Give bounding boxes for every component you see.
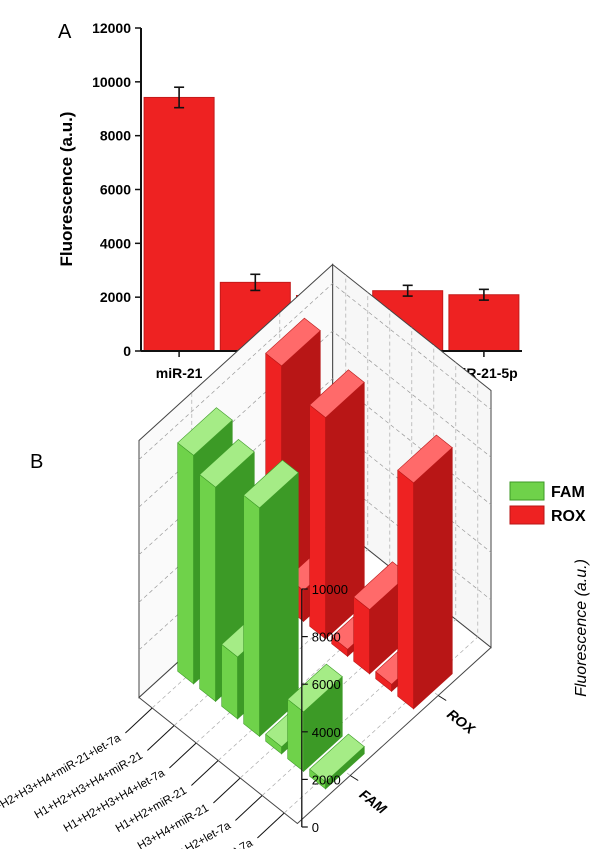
panel-a-y-ticks: 0 2000 4000 6000 8000 10000 12000 (92, 20, 141, 359)
z-tick-label: 6000 (312, 677, 341, 692)
category-tick (213, 777, 241, 804)
rox-bar-top (309, 369, 365, 418)
bar (143, 96, 215, 352)
panel-b-legend: FAM ROX (509, 481, 586, 525)
y-tick-label: 0 (123, 343, 131, 359)
channel-tick (349, 775, 359, 781)
panel-a-label: A (58, 21, 72, 43)
legend-swatch-fam (509, 481, 545, 501)
x-tick-label: miR-21 (156, 365, 203, 381)
rox-bar-top (397, 434, 453, 484)
fam-bar-front (221, 643, 238, 720)
panel-b-z-axis-label: Fluorescence (a.u.) (573, 559, 590, 697)
fam-bar-top (243, 459, 299, 509)
channel-label: ROX (444, 706, 479, 738)
category-tick (257, 812, 285, 839)
rox-bar-side (413, 446, 453, 710)
y-tick-label: 2000 (100, 289, 131, 305)
category-tick (191, 760, 219, 786)
legend-label-fam: FAM (551, 484, 585, 501)
z-tick-label: 4000 (312, 725, 341, 740)
y-tick-label: 10000 (92, 74, 131, 90)
rox-bar-top (265, 317, 321, 367)
z-tick-label: 2000 (312, 772, 341, 787)
panel-a-y-axis-label: Fluorescence (a.u.) (57, 112, 76, 267)
panel-b-label: B (30, 451, 43, 473)
channel-tick (437, 695, 447, 701)
y-tick-label: 8000 (100, 128, 131, 144)
category-tick (147, 725, 175, 751)
bar (448, 294, 520, 352)
z-tick-label: 0 (312, 820, 319, 835)
y-tick-label: 12000 (92, 20, 131, 36)
y-tick-label: 4000 (100, 235, 131, 251)
channel-label: FAM (357, 786, 390, 817)
legend-label-rox: ROX (551, 508, 586, 525)
y-tick-label: 6000 (100, 182, 131, 198)
grid-line (138, 283, 492, 460)
z-tick-label: 10000 (312, 582, 348, 597)
category-tick (169, 742, 197, 769)
rox-bar-front (353, 596, 370, 675)
fam-bar-top (199, 439, 255, 488)
fam-bar-front (177, 442, 194, 685)
fam-bar-top (177, 407, 233, 456)
rox-bar-front (397, 469, 414, 710)
fam-bar-front (243, 494, 260, 738)
category-tick (125, 707, 153, 734)
legend-swatch-rox (509, 505, 545, 525)
fam-bar-front (199, 473, 216, 703)
z-tick-label: 8000 (312, 630, 341, 645)
fam-bar-top (309, 733, 365, 783)
panel-b-bars (177, 317, 453, 790)
panel-b-z-ticks: 0 2000 4000 6000 8000 10000 (301, 582, 348, 835)
category-tick (235, 795, 263, 821)
rox-bar-front (309, 404, 326, 640)
